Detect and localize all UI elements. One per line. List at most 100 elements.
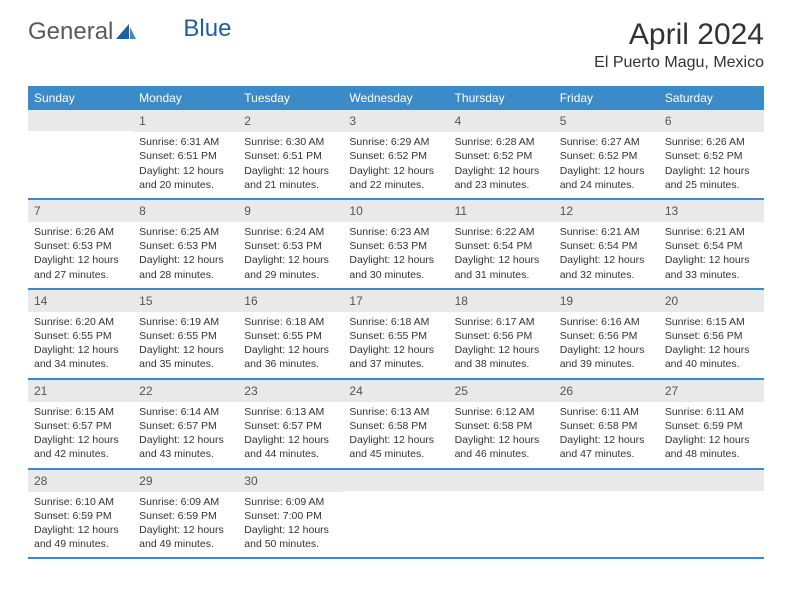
day-number: 18 (449, 290, 554, 312)
day-body: Sunrise: 6:21 AMSunset: 6:54 PMDaylight:… (659, 222, 764, 288)
day-info-line: Sunset: 6:59 PM (139, 509, 232, 523)
day-body: Sunrise: 6:25 AMSunset: 6:53 PMDaylight:… (133, 222, 238, 288)
day-body: Sunrise: 6:29 AMSunset: 6:52 PMDaylight:… (343, 132, 448, 198)
day-info-line: and 29 minutes. (244, 268, 337, 282)
weeks-container: 1Sunrise: 6:31 AMSunset: 6:51 PMDaylight… (28, 110, 764, 559)
day-body: Sunrise: 6:31 AMSunset: 6:51 PMDaylight:… (133, 132, 238, 198)
logo-text-general: General (28, 18, 113, 46)
day-info-line: Sunset: 6:55 PM (349, 329, 442, 343)
day-cell: 6Sunrise: 6:26 AMSunset: 6:52 PMDaylight… (659, 110, 764, 198)
weekday-header: Thursday (449, 86, 554, 110)
day-info-line: Sunrise: 6:25 AM (139, 225, 232, 239)
logo-text-blue: Blue (183, 15, 231, 43)
day-body: Sunrise: 6:20 AMSunset: 6:55 PMDaylight:… (28, 312, 133, 378)
day-info-line: and 25 minutes. (665, 178, 758, 192)
day-info-line: Sunset: 6:52 PM (455, 149, 548, 163)
day-info-line: Daylight: 12 hours (665, 343, 758, 357)
day-info-line: and 36 minutes. (244, 357, 337, 371)
day-info-line: Sunrise: 6:16 AM (560, 315, 653, 329)
day-info-line: Daylight: 12 hours (560, 164, 653, 178)
day-info-line: Sunset: 6:52 PM (560, 149, 653, 163)
day-info-line: Daylight: 12 hours (244, 433, 337, 447)
day-info-line: Daylight: 12 hours (455, 164, 548, 178)
day-number-empty (343, 470, 448, 491)
day-info-line: and 37 minutes. (349, 357, 442, 371)
day-info-line: Sunrise: 6:31 AM (139, 135, 232, 149)
day-cell: 11Sunrise: 6:22 AMSunset: 6:54 PMDayligh… (449, 200, 554, 288)
day-info-line: Sunset: 6:56 PM (455, 329, 548, 343)
day-info-line: Daylight: 12 hours (560, 343, 653, 357)
day-cell (659, 470, 764, 558)
day-info-line: Sunset: 6:52 PM (665, 149, 758, 163)
day-cell (449, 470, 554, 558)
weekday-header-row: SundayMondayTuesdayWednesdayThursdayFrid… (28, 86, 764, 110)
day-cell: 27Sunrise: 6:11 AMSunset: 6:59 PMDayligh… (659, 380, 764, 468)
weekday-header: Sunday (28, 86, 133, 110)
day-body: Sunrise: 6:26 AMSunset: 6:52 PMDaylight:… (659, 132, 764, 198)
day-cell: 22Sunrise: 6:14 AMSunset: 6:57 PMDayligh… (133, 380, 238, 468)
day-info-line: and 42 minutes. (34, 447, 127, 461)
day-info-line: Sunrise: 6:27 AM (560, 135, 653, 149)
day-info-line: Daylight: 12 hours (244, 343, 337, 357)
day-number: 27 (659, 380, 764, 402)
day-info-line: Sunrise: 6:26 AM (34, 225, 127, 239)
day-body: Sunrise: 6:12 AMSunset: 6:58 PMDaylight:… (449, 402, 554, 468)
day-info-line: Daylight: 12 hours (244, 253, 337, 267)
day-body: Sunrise: 6:09 AMSunset: 7:00 PMDaylight:… (238, 492, 343, 558)
day-cell: 17Sunrise: 6:18 AMSunset: 6:55 PMDayligh… (343, 290, 448, 378)
day-info-line: Daylight: 12 hours (139, 343, 232, 357)
day-cell: 3Sunrise: 6:29 AMSunset: 6:52 PMDaylight… (343, 110, 448, 198)
day-number: 6 (659, 110, 764, 132)
day-info-line: Sunrise: 6:09 AM (244, 495, 337, 509)
day-info-line: Sunset: 6:53 PM (139, 239, 232, 253)
day-number: 30 (238, 470, 343, 492)
day-info-line: Sunset: 6:58 PM (349, 419, 442, 433)
day-info-line: and 21 minutes. (244, 178, 337, 192)
day-info-line: Sunset: 6:54 PM (455, 239, 548, 253)
day-cell: 7Sunrise: 6:26 AMSunset: 6:53 PMDaylight… (28, 200, 133, 288)
weekday-header: Wednesday (343, 86, 448, 110)
calendar: SundayMondayTuesdayWednesdayThursdayFrid… (0, 80, 792, 559)
day-info-line: Sunset: 6:58 PM (455, 419, 548, 433)
day-number: 13 (659, 200, 764, 222)
day-cell: 13Sunrise: 6:21 AMSunset: 6:54 PMDayligh… (659, 200, 764, 288)
day-body: Sunrise: 6:30 AMSunset: 6:51 PMDaylight:… (238, 132, 343, 198)
day-body: Sunrise: 6:14 AMSunset: 6:57 PMDaylight:… (133, 402, 238, 468)
weekday-header: Tuesday (238, 86, 343, 110)
day-number: 9 (238, 200, 343, 222)
day-number-empty (659, 470, 764, 491)
logo: General Blue (28, 18, 231, 46)
day-info-line: and 50 minutes. (244, 537, 337, 551)
day-info-line: Sunrise: 6:18 AM (244, 315, 337, 329)
month-title: April 2024 (594, 18, 764, 52)
day-info-line: and 49 minutes. (139, 537, 232, 551)
day-number: 7 (28, 200, 133, 222)
day-info-line: Daylight: 12 hours (34, 343, 127, 357)
day-info-line: Sunrise: 6:19 AM (139, 315, 232, 329)
day-info-line: and 39 minutes. (560, 357, 653, 371)
week-row: 14Sunrise: 6:20 AMSunset: 6:55 PMDayligh… (28, 290, 764, 380)
day-number: 15 (133, 290, 238, 312)
day-info-line: and 24 minutes. (560, 178, 653, 192)
location-label: El Puerto Magu, Mexico (594, 54, 764, 72)
day-body: Sunrise: 6:13 AMSunset: 6:58 PMDaylight:… (343, 402, 448, 468)
day-number: 5 (554, 110, 659, 132)
day-info-line: Sunrise: 6:20 AM (34, 315, 127, 329)
day-number: 21 (28, 380, 133, 402)
day-info-line: Daylight: 12 hours (455, 343, 548, 357)
day-body: Sunrise: 6:16 AMSunset: 6:56 PMDaylight:… (554, 312, 659, 378)
day-number: 8 (133, 200, 238, 222)
day-cell: 20Sunrise: 6:15 AMSunset: 6:56 PMDayligh… (659, 290, 764, 378)
week-row: 7Sunrise: 6:26 AMSunset: 6:53 PMDaylight… (28, 200, 764, 290)
day-info-line: and 28 minutes. (139, 268, 232, 282)
day-info-line: Sunset: 6:59 PM (34, 509, 127, 523)
day-info-line: Sunset: 6:55 PM (139, 329, 232, 343)
day-info-line: and 43 minutes. (139, 447, 232, 461)
day-info-line: Sunrise: 6:29 AM (349, 135, 442, 149)
day-info-line: Sunset: 6:53 PM (34, 239, 127, 253)
day-body: Sunrise: 6:22 AMSunset: 6:54 PMDaylight:… (449, 222, 554, 288)
day-body: Sunrise: 6:19 AMSunset: 6:55 PMDaylight:… (133, 312, 238, 378)
day-info-line: Sunset: 6:54 PM (560, 239, 653, 253)
day-cell: 2Sunrise: 6:30 AMSunset: 6:51 PMDaylight… (238, 110, 343, 198)
day-info-line: Daylight: 12 hours (665, 164, 758, 178)
